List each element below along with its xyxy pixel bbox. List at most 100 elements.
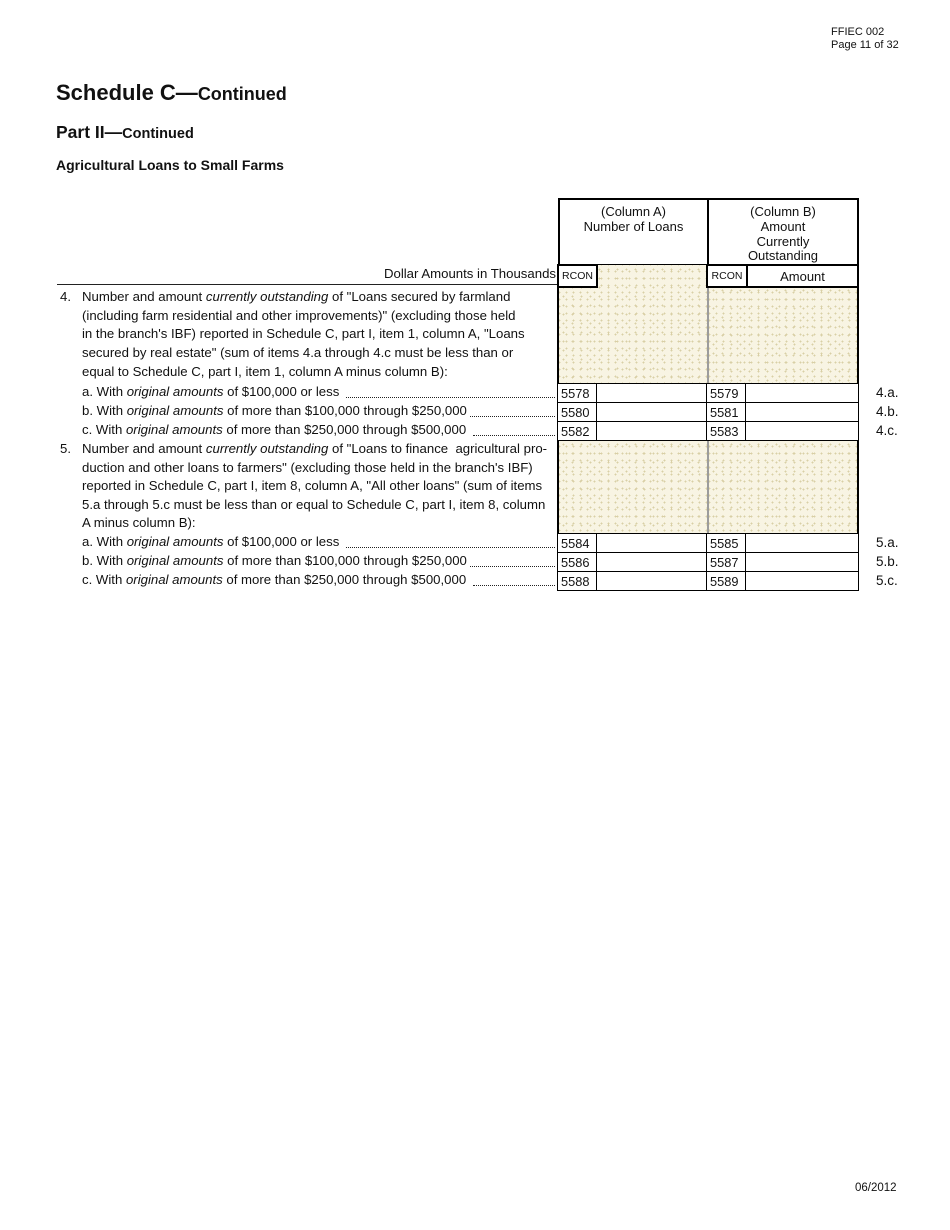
table-row: c. With original amounts of more than $2…	[0, 571, 950, 591]
schedule-title: Schedule C—Continued	[56, 80, 287, 106]
shaded-region-item5-col-b	[709, 440, 858, 533]
shaded-region-item4-col-b	[709, 286, 858, 383]
dotted-leader	[469, 416, 555, 417]
sub-item-text: of more than $100,000 through $250,000	[223, 403, 467, 418]
rcon-code-a: 5586	[557, 552, 598, 572]
row-reference: 4.b.	[876, 404, 899, 419]
row-reference: 5.b.	[876, 554, 899, 569]
page-number: Page 11 of 32	[831, 39, 899, 51]
entry-field-number-of-loans[interactable]	[596, 421, 709, 441]
table-row: a. With original amounts of $100,000 or …	[0, 533, 950, 553]
column-divider	[707, 440, 709, 533]
sub-item-text-italic: original amounts	[125, 572, 223, 587]
rcon-code-b: 5589	[706, 571, 747, 591]
sub-item-text-italic: original amounts	[126, 384, 224, 399]
schedule-title-main: Schedule C—	[56, 80, 198, 105]
entry-field-number-of-loans[interactable]	[596, 571, 709, 591]
rcon-label-col-b: RCON	[706, 264, 748, 288]
sub-item-label: b. With original amounts of more than $1…	[82, 553, 556, 571]
item-text-italic: currently outstanding	[205, 289, 329, 304]
table-row: b. With original amounts of more than $1…	[0, 402, 950, 422]
entry-field-number-of-loans[interactable]	[596, 552, 709, 572]
entry-field-number-of-loans[interactable]	[596, 383, 709, 403]
sub-item-text: a. With	[82, 384, 127, 399]
table-row: a. With original amounts of $100,000 or …	[0, 383, 950, 403]
sub-item-label: a. With original amounts of $100,000 or …	[82, 534, 556, 552]
rcon-code-a: 5584	[557, 533, 598, 553]
entry-field-amount-outstanding[interactable]	[745, 571, 859, 591]
rcon-code-a: 5580	[557, 402, 598, 422]
dotted-leader	[345, 397, 555, 398]
rcon-code-a: 5588	[557, 571, 598, 591]
column-b-header: (Column B) Amount Currently Outstanding	[707, 198, 859, 266]
sub-item-text-italic: original amounts	[126, 403, 224, 418]
dotted-leader	[345, 547, 555, 548]
item-number: 4.	[60, 289, 71, 304]
sub-item-label: c. With original amounts of more than $2…	[82, 572, 556, 590]
item-text: Number and amount	[82, 441, 206, 456]
sub-item-text-italic: original amounts	[126, 553, 224, 568]
item-text-italic: currently outstanding	[205, 441, 329, 456]
part-title-main: Part II—	[56, 122, 123, 142]
sub-item-label: b. With original amounts of more than $1…	[82, 403, 556, 421]
sub-item-text-italic: original amounts	[126, 534, 224, 549]
sub-item-text: a. With	[82, 534, 127, 549]
sub-item-text: of more than $250,000 through $500,000	[222, 422, 470, 437]
entry-field-amount-outstanding[interactable]	[745, 552, 859, 572]
item-text: of "Loans secured by farmland (including…	[82, 289, 525, 379]
rcon-code-a: 5582	[557, 421, 598, 441]
amount-column-header: Amount	[746, 264, 859, 288]
rcon-code-a: 5578	[557, 383, 598, 403]
entry-field-amount-outstanding[interactable]	[745, 402, 859, 422]
sub-item-text: of more than $100,000 through $250,000	[223, 553, 467, 568]
sub-item-text: of $100,000 or less	[223, 534, 343, 549]
item-text: Number and amount	[82, 289, 206, 304]
entry-field-amount-outstanding[interactable]	[745, 383, 859, 403]
row-reference: 5.a.	[876, 535, 899, 550]
entry-field-number-of-loans[interactable]	[596, 402, 709, 422]
sub-item-text: of $100,000 or less	[223, 384, 343, 399]
table-row: c. With original amounts of more than $2…	[0, 421, 950, 441]
sub-item-text: b. With	[82, 553, 127, 568]
row-reference: 4.a.	[876, 385, 899, 400]
section-title: Agricultural Loans to Small Farms	[56, 157, 284, 173]
rcon-code-b: 5581	[706, 402, 747, 422]
sub-item-text: b. With	[82, 403, 127, 418]
sub-item-text: of more than $250,000 through $500,000	[222, 572, 470, 587]
item-text: of "Loans to finance agricultural pro- d…	[82, 441, 548, 531]
form-id: FFIEC 002	[831, 26, 885, 38]
rcon-label-col-a: RCON	[557, 264, 598, 288]
dotted-leader	[472, 585, 555, 586]
entry-field-amount-outstanding[interactable]	[745, 421, 859, 441]
entry-field-number-of-loans[interactable]	[596, 533, 709, 553]
rcon-code-b: 5587	[706, 552, 747, 572]
sub-item-text-italic: original amounts	[125, 422, 223, 437]
revision-date: 06/2012	[855, 1182, 897, 1194]
sub-item-text: c. With	[82, 422, 126, 437]
rcon-code-b: 5585	[706, 533, 747, 553]
sub-item-text: c. With	[82, 572, 126, 587]
part-title: Part II—Continued	[56, 122, 194, 143]
row-reference: 4.c.	[876, 423, 898, 438]
header-rule	[57, 284, 558, 285]
rcon-code-b: 5583	[706, 421, 747, 441]
row-reference: 5.c.	[876, 573, 898, 588]
shaded-region-item5-col-a	[559, 440, 708, 533]
entry-field-amount-outstanding[interactable]	[745, 533, 859, 553]
column-divider	[707, 265, 709, 383]
item-number: 5.	[60, 441, 71, 456]
sub-item-label: c. With original amounts of more than $2…	[82, 422, 556, 440]
document-reference: FFIEC 002 Page 11 of 32	[831, 26, 899, 52]
rcon-code-b: 5579	[706, 383, 747, 403]
table-row: b. With original amounts of more than $1…	[0, 552, 950, 572]
sub-item-label: a. With original amounts of $100,000 or …	[82, 384, 556, 402]
item-description: Number and amount currently outstanding …	[82, 288, 578, 382]
part-title-continued: Continued	[122, 126, 194, 142]
item-description: Number and amount currently outstanding …	[82, 440, 578, 533]
dotted-leader	[469, 566, 555, 567]
dollar-amounts-label: Dollar Amounts in Thousands	[383, 266, 556, 281]
column-a-header: (Column A) Number of Loans	[558, 198, 709, 266]
schedule-title-continued: Continued	[197, 84, 287, 104]
dotted-leader	[472, 435, 555, 436]
